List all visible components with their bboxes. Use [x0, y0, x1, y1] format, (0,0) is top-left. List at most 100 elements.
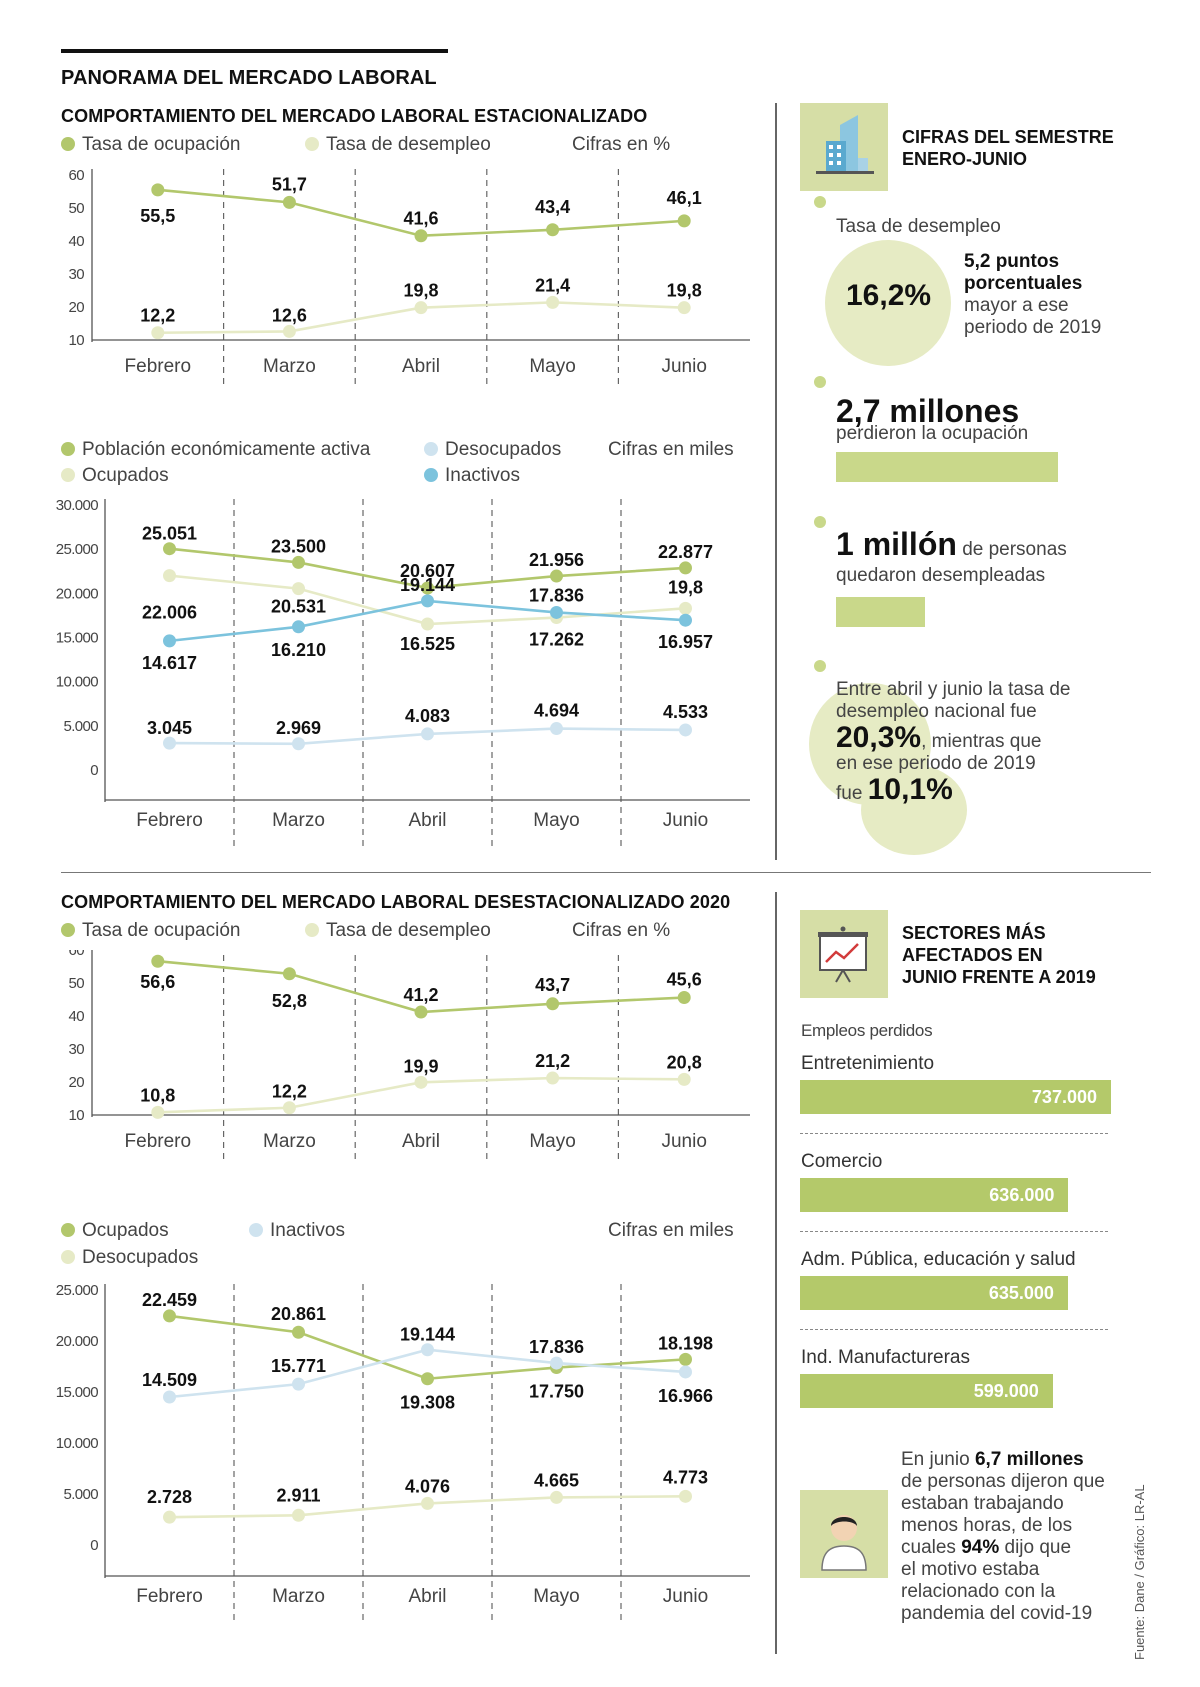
sectores-title-line: SECTORES MÁS — [902, 923, 1046, 943]
y-tick-label: 30.000 — [56, 497, 99, 514]
data-point — [414, 229, 428, 243]
legend-dot — [305, 137, 319, 151]
data-point — [292, 555, 305, 569]
data-point — [421, 581, 434, 595]
data-point — [677, 301, 691, 315]
legend-label: Ocupados — [82, 465, 169, 486]
chart-tasa-estacionalizado: 60 50 40 30 20 10 Febrero Marzo Abril Mayo Junio 55… — [69, 167, 750, 387]
data-label: 21.956 — [529, 550, 584, 570]
desempleadas-label-2: quedaron desempleadas — [836, 565, 1046, 586]
source-credit: Fuente: Dane / Gráfico: LR-AL — [1132, 1484, 1147, 1660]
top-rule — [61, 49, 448, 53]
data-label: 19,8 — [403, 281, 438, 301]
data-point — [414, 1075, 428, 1089]
data-label: 43,7 — [535, 975, 570, 995]
data-point — [282, 1101, 296, 1115]
x-tick-label: Junio — [663, 1586, 708, 1607]
section2-title: COMPORTAMIENTO DEL MERCADO LABORAL DESES… — [61, 892, 731, 912]
legend-item: Población económicamente activa — [61, 439, 370, 461]
data-label: 22.459 — [142, 1290, 197, 1310]
legend-label: Ocupados — [82, 1220, 169, 1241]
data-point — [414, 1005, 428, 1019]
section-divider — [61, 872, 1151, 873]
data-point — [421, 727, 434, 741]
note-line: porcentuales — [964, 273, 1083, 294]
abril-line: fue — [836, 783, 863, 804]
data-point — [292, 1377, 305, 1391]
x-tick-label: Febrero — [125, 1131, 192, 1152]
data-point — [151, 1105, 165, 1119]
junio-bold: 94% — [961, 1537, 1000, 1558]
desempleadas-bar — [836, 597, 926, 627]
note-line: mayor a ese — [964, 295, 1069, 316]
data-point — [679, 613, 692, 627]
sector-separator — [800, 1231, 1108, 1232]
data-label: 52,8 — [272, 991, 307, 1011]
data-point — [421, 1343, 434, 1357]
sector-name: Adm. Pública, educación y salud — [801, 1249, 1076, 1270]
legend-item: Ocupados — [61, 1220, 169, 1242]
legend-dot — [249, 1223, 263, 1237]
data-label: 22.006 — [142, 603, 197, 623]
data-point — [421, 1372, 434, 1386]
data-label: 22.877 — [658, 542, 713, 562]
legend-dot — [305, 923, 319, 937]
junio-line: En junio — [901, 1449, 975, 1470]
x-tick-label: Mayo — [533, 1586, 579, 1607]
data-point — [679, 1352, 692, 1366]
chart-poblacion-estacionalizado: 30.000 25.000 20.000 15.000 10.000 5.000 0 Febr… — [56, 497, 750, 847]
y-tick-label: 40 — [69, 1008, 85, 1025]
buildings-icon — [800, 103, 888, 191]
junio-text: En junio 6,7 millones de personas dijero… — [901, 1449, 1105, 1625]
legend-label: Tasa de desempleo — [326, 920, 491, 941]
unit-label: Cifras en miles — [608, 1220, 734, 1241]
legend-dot — [424, 468, 438, 482]
legend-label: Desocupados — [445, 439, 562, 460]
data-label: 16.525 — [400, 634, 455, 654]
y-tick-label: 30 — [69, 266, 85, 283]
data-point — [421, 594, 434, 608]
data-label: 23.500 — [271, 536, 326, 556]
y-tick-label: 40 — [69, 233, 85, 250]
data-point — [163, 1390, 176, 1404]
semestre-title-line: CIFRAS DEL SEMESTRE — [902, 127, 1114, 147]
data-label: 16.957 — [658, 632, 713, 652]
data-point — [292, 737, 305, 751]
desempleadas-label: de personas — [962, 539, 1067, 560]
x-tick-label: Junio — [661, 356, 706, 377]
x-tick-label: Abril — [408, 810, 446, 831]
data-point — [151, 326, 165, 340]
sector-bar: 636.000 — [800, 1178, 1069, 1212]
data-point — [163, 542, 176, 556]
y-tick-label: 25.000 — [56, 1282, 99, 1299]
legend-item: Desocupados — [424, 439, 561, 461]
y-tick-label: 20 — [69, 299, 85, 316]
note-line: periodo de 2019 — [964, 317, 1102, 338]
x-tick-label: Junio — [663, 810, 708, 831]
data-label: 21,4 — [535, 275, 570, 295]
data-label: 4.083 — [405, 706, 450, 726]
data-point — [292, 1325, 305, 1339]
sectores-title-line: AFECTADOS EN — [902, 945, 1043, 965]
unit-label: Cifras en miles — [608, 439, 734, 460]
sector-separator — [800, 1133, 1108, 1134]
y-tick-label: 60 — [69, 950, 85, 959]
legend-label: Población económicamente activa — [82, 439, 371, 460]
y-tick-label: 10.000 — [56, 674, 99, 691]
junio-line: relacionado con la — [901, 1581, 1056, 1602]
data-point — [550, 605, 563, 619]
data-point — [550, 569, 563, 583]
data-point — [163, 1510, 176, 1524]
junio-line: menos horas, de los — [901, 1515, 1073, 1536]
circle-2019 — [861, 765, 967, 855]
y-tick-label: 30 — [69, 1041, 85, 1058]
person-icon — [800, 1490, 888, 1578]
data-label: 19,9 — [403, 1056, 438, 1076]
x-tick-label: Mayo — [529, 1131, 575, 1152]
data-label: 19.308 — [400, 1393, 455, 1413]
legend-dot — [424, 442, 438, 456]
sectores-title: SECTORES MÁS AFECTADOS EN JUNIO FRENTE A 2… — [902, 922, 1096, 988]
junio-line: el motivo estaba — [901, 1559, 1040, 1580]
data-label: 4.694 — [534, 701, 579, 721]
